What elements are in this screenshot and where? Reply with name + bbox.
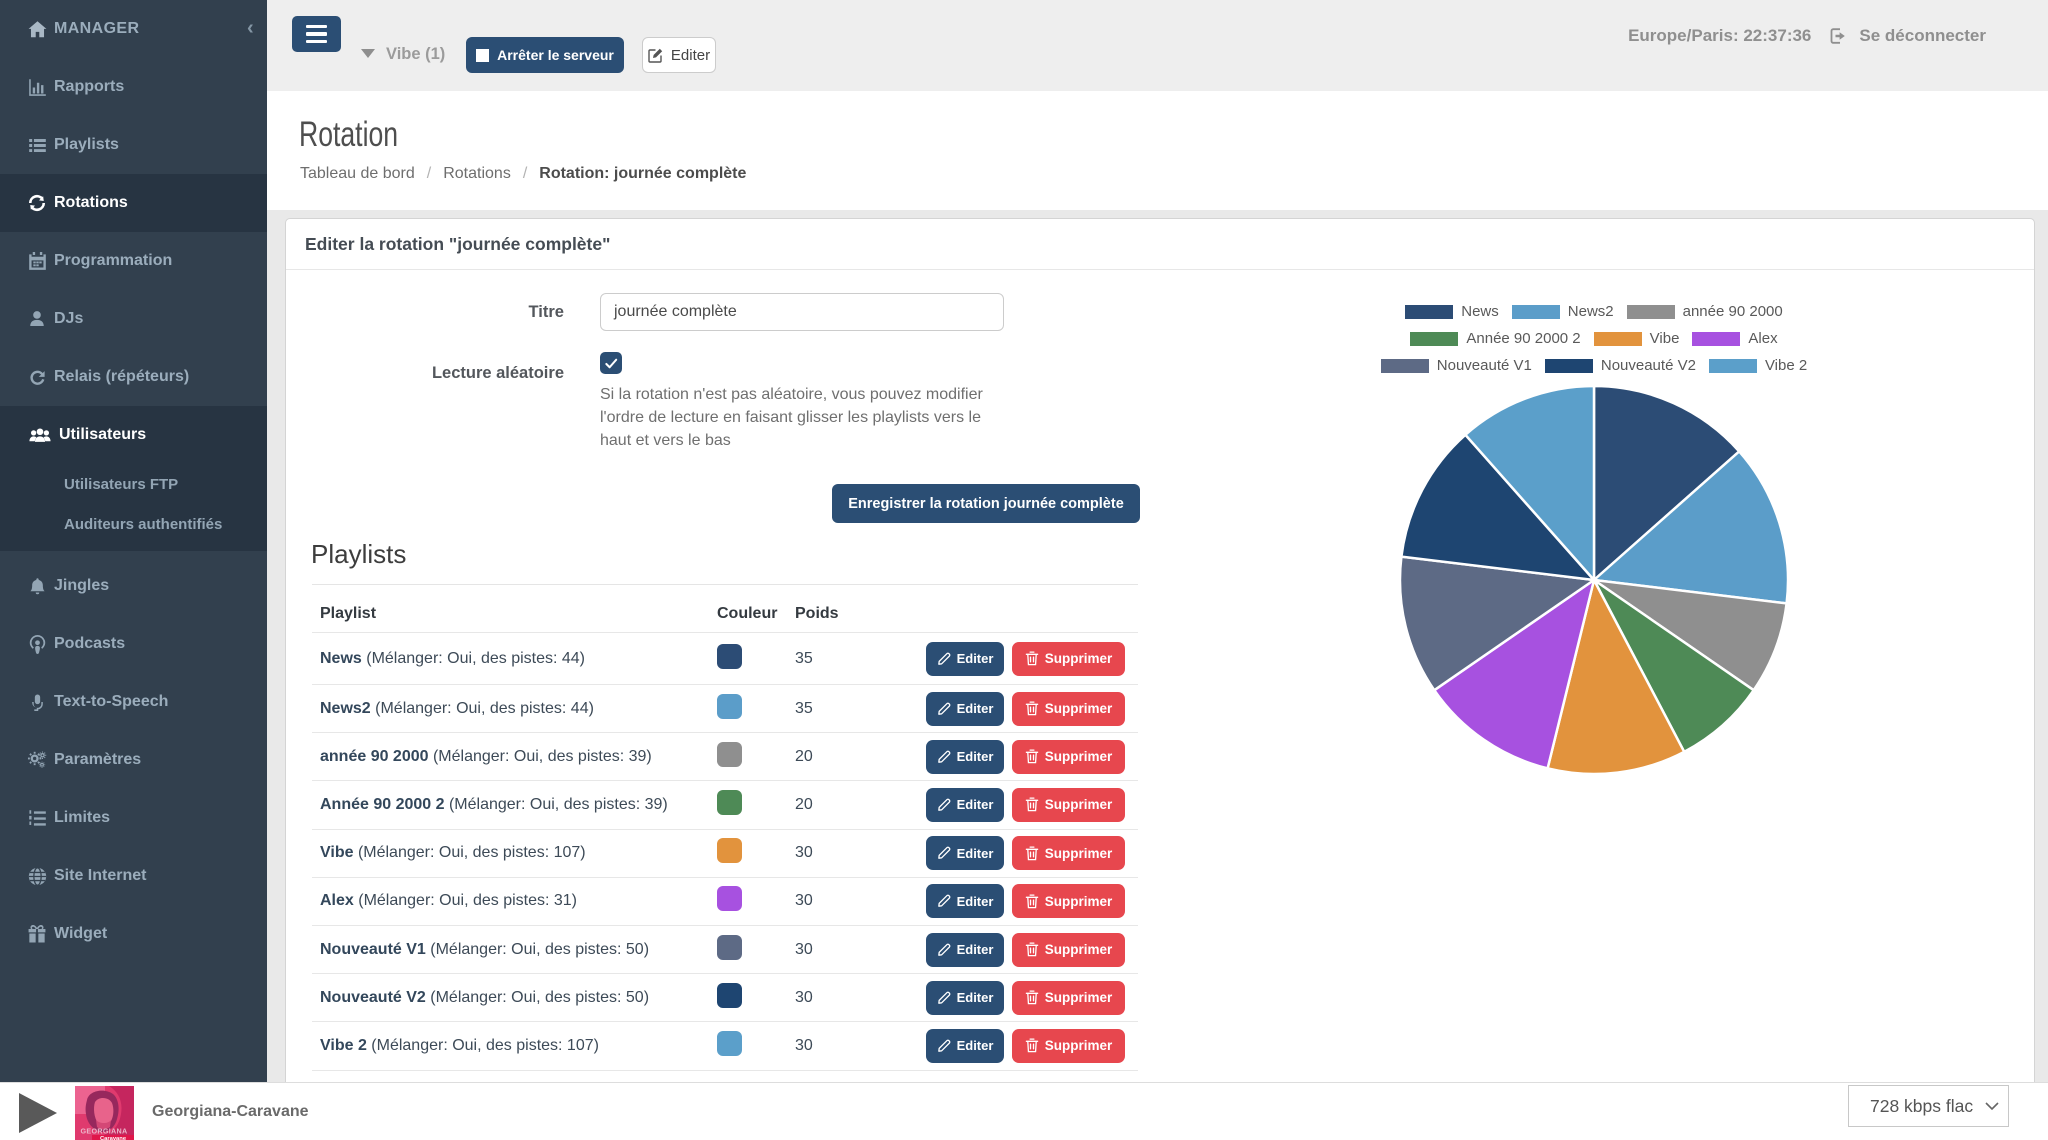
svg-text:GEORGIANA: GEORGIANA bbox=[80, 1127, 127, 1136]
svg-text:Caravane: Caravane bbox=[100, 1136, 127, 1140]
